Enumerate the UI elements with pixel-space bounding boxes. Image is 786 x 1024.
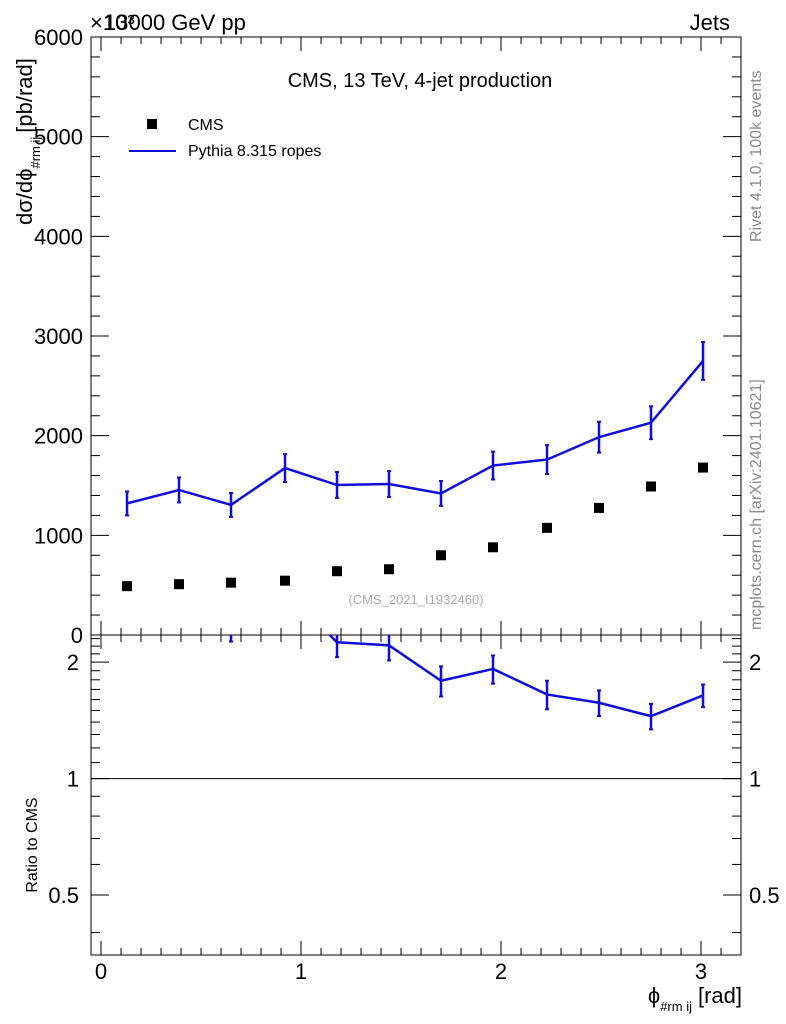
main-y-tick-label: 2000	[34, 424, 83, 449]
legend-pythia-label: Pythia 8.315 ropes	[188, 143, 321, 160]
ratio-y-axis-label: Ratio to CMS	[24, 797, 41, 892]
main-axes: 0 1000 2000 3000 4000 5000 6000	[34, 25, 741, 648]
ratio-y-tick-label: 0.5	[48, 883, 79, 908]
ratio-plot-frame	[90, 634, 742, 956]
analysis-watermark: (CMS_2021_I1932460)	[348, 592, 483, 607]
ratio-clipped-group	[229, 635, 705, 731]
header-process-label: Jets	[690, 10, 730, 35]
ratio-y-tick-label-right: 0.5	[749, 883, 780, 908]
legend: CMS Pythia 8.315 ropes	[129, 117, 321, 160]
ratio-data-layer	[229, 635, 705, 731]
cms-data-point	[280, 575, 290, 586]
x-tick-label: 3	[695, 959, 707, 984]
mcplots-reference-label: mcplots.cern.ch [arXiv:2401.10621]	[748, 379, 765, 630]
cms-data-point	[488, 542, 498, 553]
main-y-tick-label: 0	[71, 623, 83, 648]
pythia-line	[126, 360, 704, 507]
main-data-layer	[122, 340, 708, 592]
cms-data-point	[384, 564, 394, 575]
legend-cms-marker	[147, 119, 157, 129]
x-tick-label: 1	[295, 959, 307, 984]
ratio-y-tick-label-right: 2	[749, 650, 761, 675]
main-title: CMS, 13 TeV, 4-jet production	[288, 70, 553, 92]
ratio-axes: 0 1 2 3 0.5 0.5 1 1 2 2	[48, 635, 780, 984]
main-y-axis-title: dσ/dϕ#rm ij[pb/rad]	[12, 58, 43, 225]
cms-data-point	[122, 581, 132, 592]
main-y-tick-label: 1000	[34, 523, 83, 548]
ratio-pythia-line	[327, 635, 704, 718]
ratio-y-tick-label: 1	[67, 767, 79, 792]
cms-data-point	[174, 579, 184, 590]
main-y-tick-label: 4000	[34, 224, 83, 249]
x-axis-title: ϕ#rm ij [rad]	[648, 983, 742, 1014]
cms-data-point	[332, 566, 342, 577]
y-axis-exponent: ×10³	[90, 10, 135, 35]
ratio-y-tick-label: 2	[67, 650, 79, 675]
cms-data-point	[226, 577, 236, 588]
main-y-tick-label: 6000	[34, 25, 83, 50]
rivet-version-label: Rivet 4.1.0, 100k events	[748, 70, 765, 242]
cms-data-point	[594, 502, 604, 513]
main-y-tick-label: 3000	[34, 324, 83, 349]
cms-data-point	[542, 522, 552, 533]
cms-data-point	[698, 462, 708, 473]
legend-cms-label: CMS	[188, 117, 224, 134]
x-tick-label: 0	[95, 959, 107, 984]
cms-data-point	[436, 550, 446, 561]
header-energy-label: 13000 GeV pp	[104, 10, 246, 35]
main-y-axis-label: dσ/dϕ#rm ij[pb/rad]	[12, 58, 43, 225]
main-y-tick-label: 5000	[34, 125, 83, 150]
ratio-y-tick-label-right: 1	[749, 767, 761, 792]
x-tick-label: 2	[495, 959, 507, 984]
cms-data-point	[646, 481, 656, 492]
